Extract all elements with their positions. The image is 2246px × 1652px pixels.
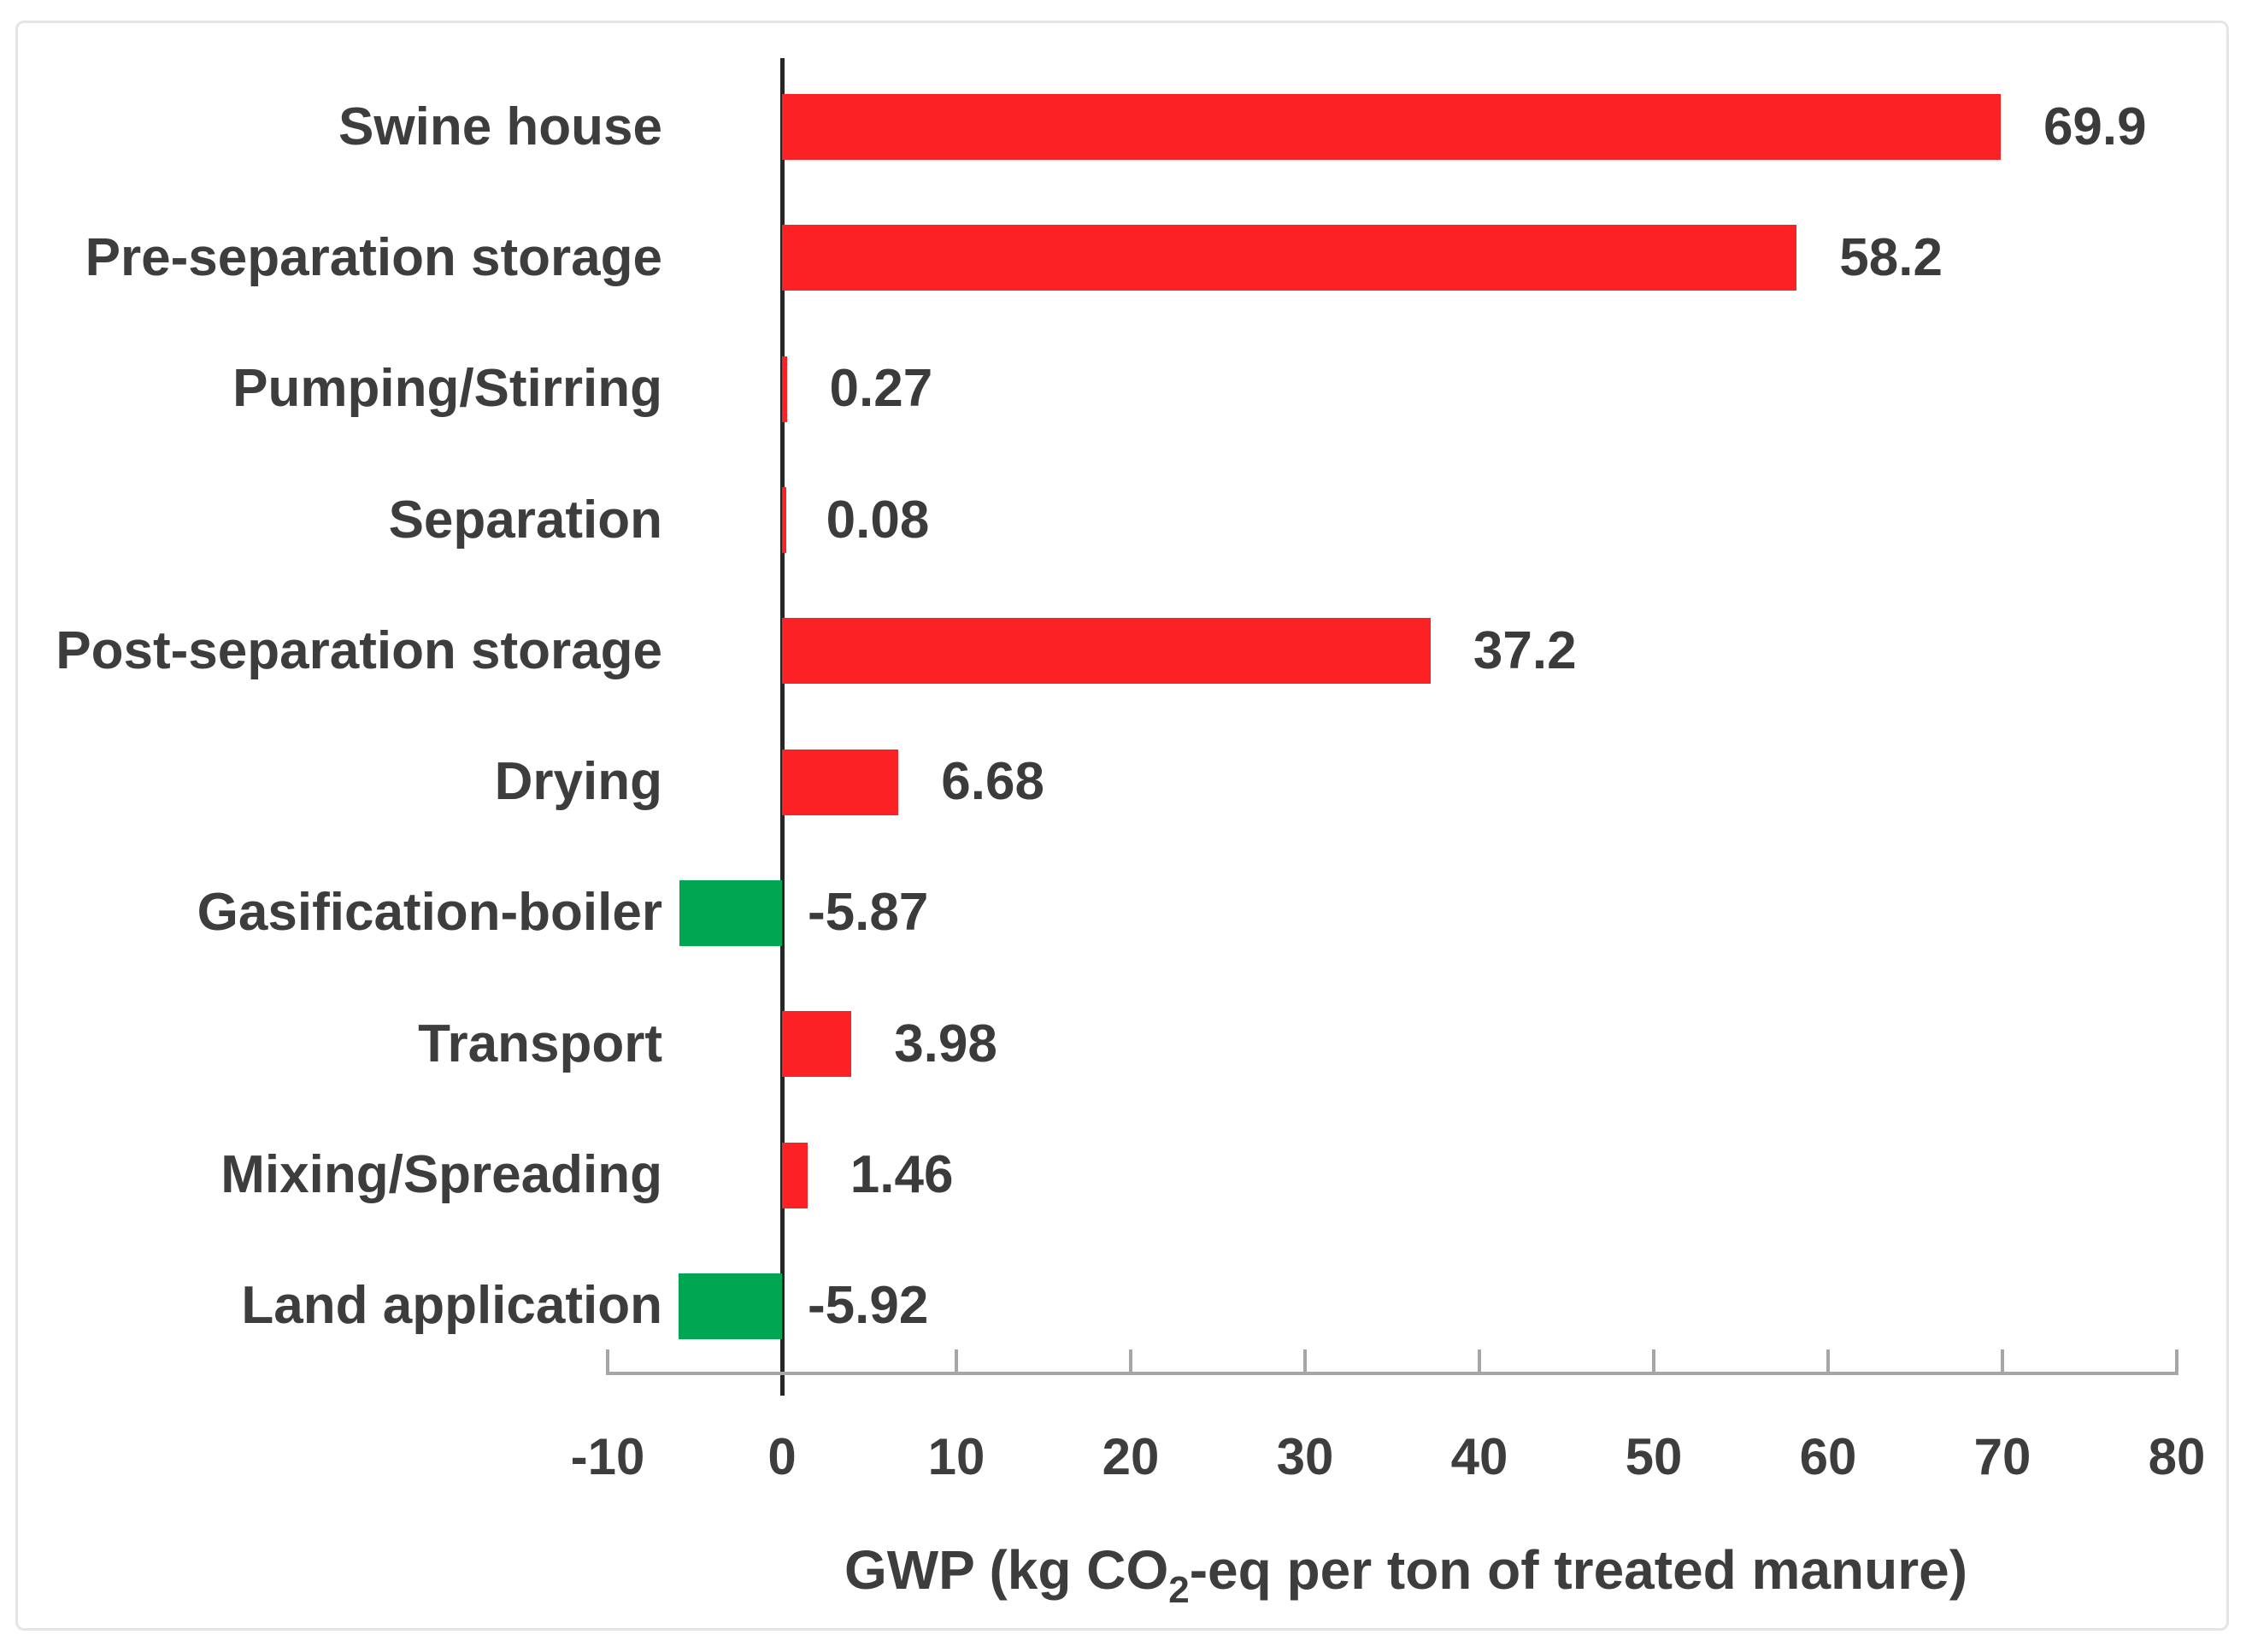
x-axis-title-text: GWP (kg CO: [844, 1539, 1169, 1601]
x-axis-title: GWP (kg CO2-eq per ton of treated manure…: [844, 1534, 1968, 1611]
category-label-separation: Separation: [388, 490, 662, 550]
bar-separation: [782, 487, 786, 554]
x-axis-title-text-2: -eq per ton of treated manure): [1189, 1539, 1968, 1601]
category-label-land-application: Land application: [241, 1276, 662, 1336]
bar-land-application: [679, 1273, 782, 1339]
x-axis-baseline: [606, 1372, 2178, 1375]
value-label-post-separation-storage: 37.2: [1473, 620, 1577, 680]
x-axis-tick-label: 0: [767, 1428, 797, 1485]
x-axis-tick-label: 20: [1102, 1428, 1160, 1485]
x-axis-tick: [1826, 1349, 1830, 1372]
x-axis-title-subscript: 2: [1168, 1569, 1190, 1611]
x-axis-tick-label: 30: [1276, 1428, 1334, 1485]
category-label-gasification-boiler: Gasification-boiler: [197, 883, 662, 943]
x-axis-zero-line: [780, 58, 785, 1396]
category-label-mixing-spreading: Mixing/Spreading: [220, 1145, 662, 1205]
category-label-swine-house: Swine house: [338, 97, 662, 156]
category-label-transport: Transport: [418, 1014, 662, 1073]
category-label-post-separation-storage: Post-separation storage: [56, 620, 662, 680]
bar-swine-house: [782, 94, 2001, 161]
category-label-drying: Drying: [494, 752, 662, 812]
value-label-pre-separation-storage: 58.2: [1839, 227, 1943, 287]
value-label-gasification-boiler: -5.87: [808, 883, 929, 943]
category-label-pre-separation-storage: Pre-separation storage: [85, 227, 662, 287]
value-label-pumping-stirring: 0.27: [829, 359, 933, 419]
x-axis-tick: [1303, 1349, 1307, 1372]
value-label-separation: 0.08: [826, 490, 930, 550]
value-label-swine-house: 69.9: [2043, 97, 2147, 156]
x-axis-tick-label: 70: [1973, 1428, 2031, 1485]
bar-pre-separation-storage: [782, 225, 1797, 291]
x-axis-tick: [2001, 1349, 2004, 1372]
value-label-drying: 6.68: [941, 752, 1044, 812]
x-axis-tick: [955, 1349, 958, 1372]
value-label-transport: 3.98: [894, 1014, 997, 1073]
x-axis-tick: [1652, 1349, 1655, 1372]
bar-gasification-boiler: [679, 879, 782, 946]
x-axis-tick: [606, 1349, 609, 1372]
bar-transport: [782, 1011, 852, 1078]
value-label-land-application: -5.92: [808, 1276, 929, 1336]
x-axis-tick-label: 10: [927, 1428, 985, 1485]
x-axis-tick-label: -10: [570, 1428, 645, 1485]
value-label-mixing-spreading: 1.46: [850, 1145, 954, 1205]
bar-post-separation-storage: [782, 618, 1431, 685]
bar-pumping-stirring: [782, 356, 787, 422]
category-label-pumping-stirring: Pumping/Stirring: [232, 359, 662, 419]
x-axis-tick: [2175, 1349, 2178, 1372]
bar-drying: [782, 749, 899, 815]
bar-mixing-spreading: [782, 1142, 808, 1208]
x-axis-tick-label: 60: [1799, 1428, 1857, 1485]
x-axis-tick: [1129, 1349, 1132, 1372]
x-axis-tick-label: 80: [2148, 1428, 2206, 1485]
x-axis-tick: [1478, 1349, 1481, 1372]
x-axis-tick-label: 40: [1450, 1428, 1508, 1485]
x-axis-tick-label: 50: [1625, 1428, 1683, 1485]
